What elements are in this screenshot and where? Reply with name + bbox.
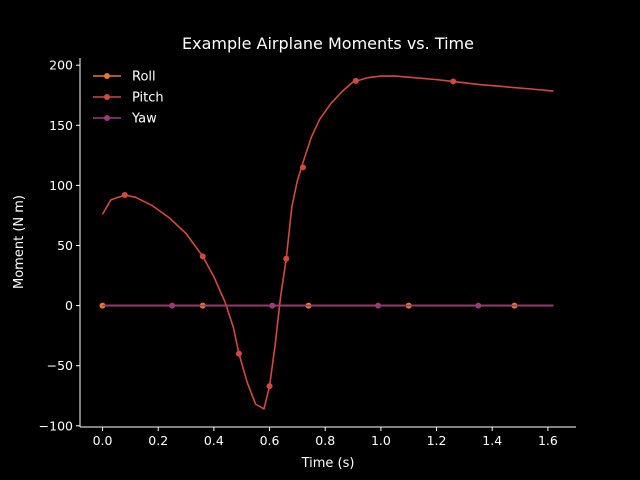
y-tick-label: 200 <box>49 58 73 73</box>
x-tick-label: 1.0 <box>371 433 391 448</box>
y-axis-label: Moment (N m) <box>12 195 27 289</box>
series-layer <box>99 75 554 410</box>
data-point-yaw <box>375 302 382 309</box>
legend-label-pitch: Pitch <box>132 91 164 106</box>
x-axis-label: Time (s) <box>301 456 355 471</box>
legend-item-pitch: Pitch <box>93 91 164 106</box>
x-tick-label: 1.2 <box>427 433 447 448</box>
y-tick-label: 0 <box>65 298 73 313</box>
data-point-yaw <box>169 302 176 309</box>
series-yaw <box>102 302 554 309</box>
x-tick-label: 0.4 <box>204 433 224 448</box>
legend-item-roll: Roll <box>93 70 156 85</box>
data-point-pitch <box>299 164 306 171</box>
series-pitch <box>101 75 554 410</box>
data-point-pitch <box>266 383 273 390</box>
legend-marker-roll <box>104 73 110 79</box>
data-point-yaw <box>269 302 276 309</box>
data-point-roll <box>99 302 106 309</box>
data-point-pitch <box>235 350 242 357</box>
data-point-pitch <box>450 78 457 85</box>
data-point-pitch <box>199 253 206 260</box>
y-axis: −100 −50 0 50 100 150 200 <box>39 58 80 433</box>
data-point-pitch <box>283 255 290 262</box>
x-tick-label: 1.6 <box>538 433 558 448</box>
data-point-pitch <box>352 77 359 84</box>
x-tick-label: 0.2 <box>148 433 168 448</box>
legend-label-yaw: Yaw <box>131 112 157 127</box>
y-tick-label: 100 <box>49 178 73 193</box>
y-tick-label: 50 <box>57 238 73 253</box>
x-tick-label: 0.0 <box>93 433 113 448</box>
x-tick-label: 1.4 <box>482 433 502 448</box>
legend-item-yaw: Yaw <box>93 112 157 127</box>
legend-marker-pitch <box>104 94 110 100</box>
legend-marker-yaw <box>104 115 110 121</box>
chart-title: Example Airplane Moments vs. Time <box>182 34 474 53</box>
x-tick-label: 0.6 <box>260 433 280 448</box>
legend-label-roll: Roll <box>132 70 156 85</box>
data-point-yaw <box>475 302 482 309</box>
y-tick-label: −50 <box>47 358 73 373</box>
x-tick-label: 0.8 <box>315 433 335 448</box>
y-tick-label: 150 <box>49 118 73 133</box>
data-point-pitch <box>121 192 128 199</box>
x-axis: 0.0 0.2 0.4 0.6 0.8 1.0 1.2 1.4 1.6 <box>93 427 558 448</box>
legend: Roll Pitch Yaw <box>93 70 164 127</box>
y-tick-label: −100 <box>39 418 73 433</box>
